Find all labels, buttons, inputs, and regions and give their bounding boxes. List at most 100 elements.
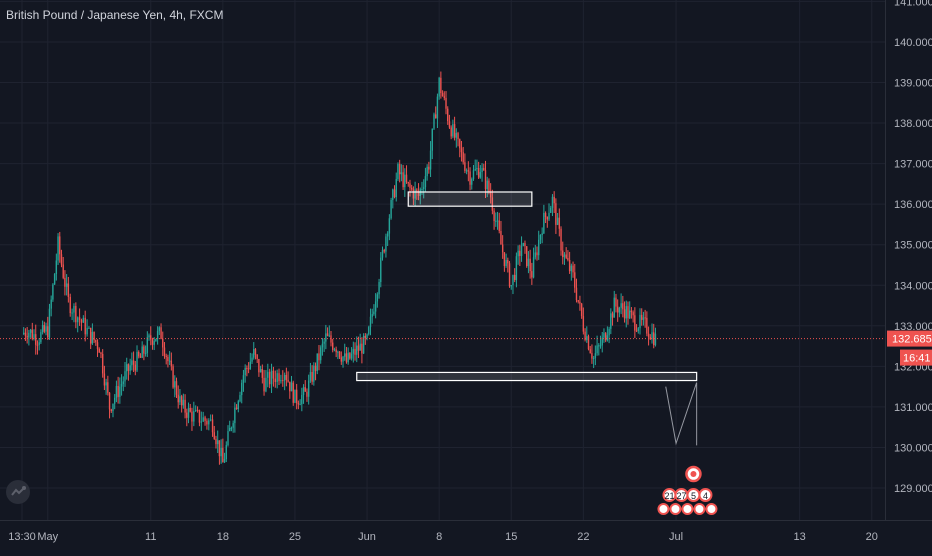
candle-body [438, 77, 440, 97]
candle-body [453, 124, 456, 138]
candle-body [476, 168, 478, 170]
candle-body [431, 128, 433, 151]
candle-body [209, 419, 212, 421]
candle-body [344, 353, 346, 357]
candle-body [649, 337, 651, 340]
candle-body [512, 274, 514, 286]
candle-body [234, 407, 236, 424]
candle-body [119, 386, 121, 397]
candle-body [440, 77, 442, 94]
candle-body [368, 327, 370, 335]
candle-body [193, 411, 195, 422]
time-tick-label: 13 [794, 531, 806, 543]
candle-body [283, 375, 286, 381]
candle-body [443, 96, 445, 98]
event-marker-small-icon [681, 503, 694, 515]
candle-body [45, 326, 47, 332]
candle-body [268, 371, 271, 385]
candle-body [138, 351, 140, 357]
candle-body [62, 264, 64, 278]
candle-body [553, 196, 555, 204]
candle-body [196, 409, 199, 411]
candle-body [407, 181, 409, 184]
candle-body [131, 360, 133, 366]
candle-body [574, 272, 576, 288]
candle-body [465, 170, 468, 172]
candle-body [259, 369, 262, 373]
candle-body [481, 168, 483, 173]
candle-body [410, 187, 413, 190]
candle-body [65, 283, 68, 287]
candle-body [174, 381, 176, 388]
price-axis[interactable]: 129.000 130.000 131.000 132.000 133.000 134.0… [885, 0, 932, 520]
candle-body [429, 150, 432, 170]
candle-body [86, 328, 88, 335]
time-tick-label: 13:30 [8, 531, 36, 543]
candle-body [441, 93, 444, 97]
event-marker-small-icon [669, 503, 682, 515]
event-marker-label: 4 [703, 491, 708, 501]
candle-body [349, 352, 351, 359]
candle-body [222, 447, 224, 463]
candle-body [71, 312, 73, 314]
candle-body [591, 353, 593, 359]
candle-body [361, 343, 363, 354]
candle-body [139, 356, 142, 358]
candle-body [289, 381, 291, 392]
candle-body [153, 341, 155, 345]
candle-body [383, 250, 385, 252]
candle-body [386, 233, 389, 237]
candle-body [526, 246, 528, 267]
candle-body [484, 170, 487, 190]
candle-body [345, 353, 348, 363]
candle-body [26, 335, 28, 338]
candle-body [398, 164, 401, 175]
candle-body [156, 330, 159, 340]
candle-body [567, 257, 569, 260]
candle-body [373, 311, 375, 315]
candle-body [134, 364, 136, 371]
candle-body [112, 403, 114, 412]
time-tick-label: 22 [577, 531, 589, 543]
candle-body [452, 124, 454, 137]
candle-body [187, 407, 190, 418]
candle-body [374, 301, 377, 312]
candle-body [261, 369, 264, 378]
candle-body [302, 387, 305, 395]
candle-body [182, 399, 185, 406]
candle-body [144, 352, 147, 354]
time-axis[interactable]: 13:30 May 11 18 25 Jun 8 15 22 Jul 13 20 [0, 520, 932, 551]
chart-area[interactable]: 21 27 5 4 British Pound / Japanese Yen, 4h,… [0, 0, 885, 520]
candle-body [616, 306, 619, 313]
candle-body [333, 349, 336, 351]
candle-body [89, 327, 92, 344]
event-marker-small-icon [657, 503, 670, 515]
candle-body [392, 189, 394, 201]
candle-body [120, 384, 123, 387]
chart-svg[interactable]: 21 27 5 4 [0, 0, 885, 520]
candle-body [426, 166, 428, 177]
candle-body [366, 334, 368, 339]
candle-body [292, 382, 294, 403]
candle-body [263, 377, 265, 392]
candle-body [256, 354, 258, 359]
countdown-badge [900, 349, 932, 366]
candle-body [41, 325, 44, 333]
candle-body [615, 297, 617, 307]
candle-body [100, 352, 102, 354]
candle-body [448, 121, 451, 128]
tradingview-logo-icon[interactable] [6, 480, 30, 504]
price-tick-label: 137.000 [894, 159, 932, 171]
candle-body [459, 139, 461, 149]
candle-body [433, 114, 435, 129]
candle-body [642, 317, 645, 320]
price-tick-label: 130.000 [894, 442, 932, 454]
candle-body [507, 260, 509, 264]
candle-body [388, 218, 391, 234]
candle-body [534, 252, 536, 258]
candle-body [428, 166, 430, 170]
candle-body [381, 250, 384, 258]
candle-body [412, 189, 415, 199]
candle-body [124, 371, 126, 382]
candle-body [364, 335, 367, 339]
